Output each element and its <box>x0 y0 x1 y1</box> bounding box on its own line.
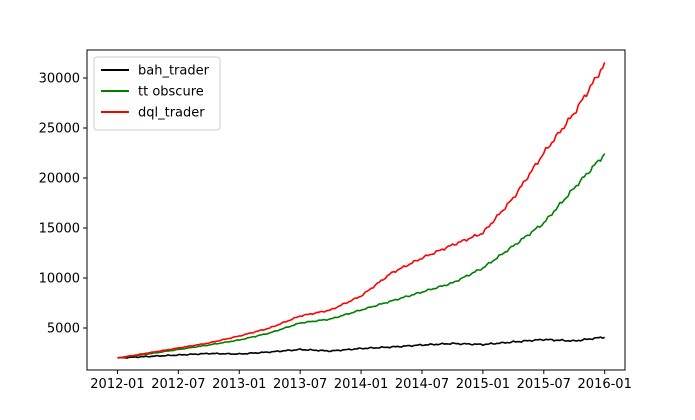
x-tick-label: 2016-01 <box>578 377 632 392</box>
y-tick-label: 25000 <box>39 122 80 137</box>
y-tick-label: 30000 <box>39 72 80 87</box>
y-tick-label: 5000 <box>47 322 80 337</box>
x-tick-label: 2015-07 <box>517 377 571 392</box>
x-tick-label: 2014-07 <box>395 377 449 392</box>
plot-area: 2012-01 2012-07 2013-01 2013-07 2014-01 2014-… <box>39 49 632 392</box>
series-line-bah_trader <box>117 336 605 359</box>
x-tick-label: 2012-01 <box>90 377 144 392</box>
y-tick-label: 10000 <box>39 272 80 287</box>
series-line-dql_trader <box>117 62 606 359</box>
x-tick-label: 2013-01 <box>212 377 266 392</box>
series-line-tt-obscure <box>117 153 606 359</box>
x-tick-label: 2013-07 <box>273 377 327 392</box>
x-tick-label: 2015-01 <box>456 377 510 392</box>
legend-label-dql_trader: dql_trader <box>138 106 205 121</box>
x-tick-label: 2014-01 <box>334 377 388 392</box>
legend-label-tt-obscure: tt obscure <box>138 85 204 100</box>
legend-label-bah_trader: bah_trader <box>138 64 210 79</box>
axes-frame <box>86 49 626 371</box>
x-tick-label: 2012-07 <box>151 377 205 392</box>
y-tick-label: 20000 <box>39 172 80 187</box>
y-tick-label: 15000 <box>39 222 80 237</box>
